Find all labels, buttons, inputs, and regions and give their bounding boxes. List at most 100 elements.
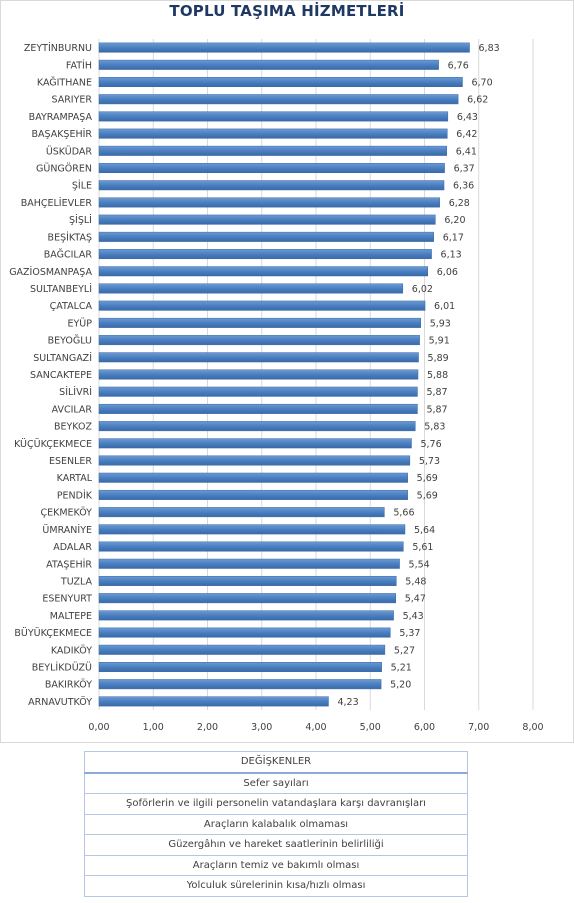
- category-label: ADALAR: [53, 542, 92, 553]
- bar: [98, 575, 397, 586]
- data-label: 6,13: [441, 250, 462, 261]
- data-label: 6,02: [412, 284, 433, 295]
- data-label: 5,76: [420, 439, 441, 450]
- table-cell: Araçların kalabalık olmaması: [84, 813, 468, 835]
- table-header-cell: DEĞİŞKENLER: [84, 751, 468, 774]
- x-tick-label: 5,00: [360, 722, 381, 733]
- chart-title: TOPLU TAŞIMA HİZMETLERİ: [169, 2, 405, 20]
- category-label: AVCILAR: [52, 404, 93, 415]
- category-label: KAĞITHANE: [37, 77, 92, 89]
- data-label: 5,93: [430, 318, 451, 329]
- bar: [98, 197, 440, 208]
- category-label: ŞİŞLİ: [69, 215, 92, 226]
- bar: [98, 214, 436, 225]
- bar: [98, 662, 382, 672]
- category-label: BAĞCILAR: [44, 249, 93, 261]
- data-label: 6,01: [434, 301, 455, 312]
- table-row: Sefer sayıları: [84, 772, 468, 794]
- data-label: 6,43: [457, 112, 478, 123]
- data-label: 5,88: [427, 370, 448, 381]
- bar: [98, 610, 394, 621]
- bar: [98, 696, 329, 707]
- bar: [98, 266, 429, 277]
- table-row: Araçların kalabalık olmaması: [84, 813, 468, 835]
- x-tick-label: 2,00: [197, 722, 218, 733]
- category-label: ŞİLE: [72, 181, 92, 192]
- x-tick-label: 3,00: [251, 722, 272, 733]
- data-label: 5,54: [409, 559, 430, 570]
- bar: [98, 644, 386, 655]
- bar: [98, 128, 448, 139]
- data-label: 5,47: [405, 594, 426, 605]
- table-row: Araçların temiz ve bakımlı olması: [84, 854, 468, 876]
- bar: [98, 679, 382, 690]
- data-label: 6,20: [444, 215, 465, 226]
- data-label: 6,17: [443, 232, 464, 243]
- category-label: ARNAVUTKÖY: [28, 697, 92, 708]
- data-label: 6,83: [479, 43, 500, 54]
- x-tick-label: 7,00: [468, 722, 489, 733]
- bar: [98, 507, 385, 518]
- bar: [98, 283, 404, 294]
- category-label: BAHÇELİEVLER: [21, 198, 93, 209]
- category-label: GÜNGÖREN: [36, 164, 92, 175]
- bar: [98, 593, 396, 604]
- data-label: 6,42: [456, 129, 477, 140]
- bar: [98, 489, 408, 500]
- table-cell: Güzergâhın ve hareket saatlerinin belirl…: [84, 834, 468, 856]
- data-label: 5,87: [426, 387, 447, 398]
- data-label: 6,36: [453, 181, 474, 192]
- data-label: 5,91: [429, 336, 450, 347]
- data-label: 5,43: [403, 611, 424, 622]
- bar: [98, 249, 432, 260]
- bar: [98, 42, 470, 53]
- category-label: BAYRAMPAŞA: [29, 112, 93, 123]
- data-label: 5,21: [391, 662, 412, 673]
- category-label: KÜÇÜKÇEKMECE: [14, 439, 92, 450]
- bar: [98, 386, 418, 397]
- table-cell: Şoförlerin ve ilgili personelin vatandaş…: [84, 793, 468, 815]
- data-label: 5,20: [390, 680, 411, 691]
- bar: [98, 59, 439, 70]
- data-label: 5,73: [419, 456, 440, 467]
- data-label: 5,87: [426, 404, 447, 415]
- category-label: BEYLİKDÜZÜ: [32, 662, 92, 673]
- category-label: SULTANBEYLİ: [30, 284, 92, 295]
- data-label: 5,89: [428, 353, 449, 364]
- table-cell: Yolculuk sürelerinin kısa/hızlı olması: [84, 875, 468, 897]
- data-label: 6,41: [456, 146, 477, 157]
- bar: [98, 421, 416, 432]
- category-label: ZEYTİNBURNU: [24, 43, 92, 54]
- data-label: 6,76: [448, 60, 469, 71]
- bar: [98, 300, 426, 311]
- value-labels: 6,83 6,766,70 6,62 6,43 6,42 6,41 6,37 6,36 6,28…: [337, 43, 499, 708]
- data-label: 6,62: [467, 95, 488, 106]
- bar: [98, 145, 447, 156]
- bar: [98, 472, 408, 483]
- category-label: KADIKÖY: [51, 645, 92, 656]
- data-label: 6,37: [454, 164, 475, 175]
- category-label: ATAŞEHİR: [46, 559, 92, 570]
- table-row: Güzergâhın ve hareket saatlerinin belirl…: [84, 834, 468, 856]
- category-label: BÜYÜKÇEKMECE: [14, 628, 92, 639]
- bar: [98, 455, 411, 466]
- bar: [98, 627, 391, 638]
- x-tick-label: 0,00: [88, 722, 109, 733]
- data-label: 5,37: [399, 628, 420, 639]
- bar-chart: ZEYTİNBURNU FATİH KAĞITHANE SARIYER BAYRAMPA…: [0, 0, 574, 743]
- data-label: 5,48: [405, 576, 426, 587]
- bar: [98, 231, 434, 242]
- category-label: ESENYURT: [42, 594, 92, 605]
- bar: [98, 111, 449, 122]
- category-label: ÜMRANİYE: [42, 525, 92, 536]
- data-label: 6,70: [471, 78, 492, 89]
- data-label: 6,06: [437, 267, 458, 278]
- data-label: 5,69: [417, 490, 438, 501]
- bar: [98, 352, 419, 363]
- bar: [98, 94, 459, 105]
- bar: [98, 317, 421, 328]
- data-label: 5,69: [417, 473, 438, 484]
- category-label: SULTANGAZİ: [33, 353, 92, 364]
- category-label: SANCAKTEPE: [30, 370, 92, 381]
- category-label: BAŞAKŞEHİR: [31, 129, 92, 140]
